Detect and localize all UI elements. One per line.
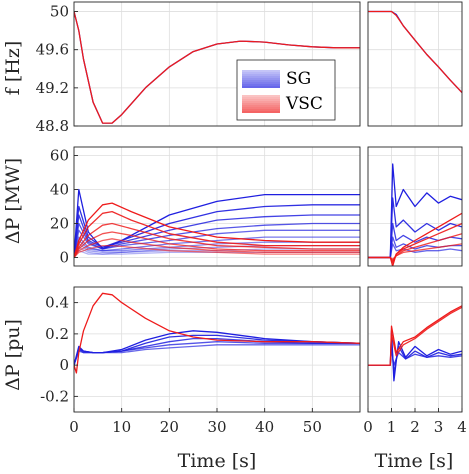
x-axis-label-zoom: Time [s] [375, 450, 454, 472]
y-tick-label: 48.8 [36, 117, 69, 135]
y-axis-label-power-mw: ΔP [MW] [2, 158, 24, 244]
axes-frame-top-left [73, 1, 361, 127]
sg-series-line [74, 214, 360, 258]
axes-frame-middle-right [367, 146, 463, 267]
vsc-series-line [368, 212, 462, 266]
sg-series-line [74, 344, 360, 366]
series-group-middle-right [368, 163, 462, 266]
vsc-series-line [74, 231, 360, 258]
sg-series-line [74, 246, 360, 258]
legend-label-vsc: VSC [285, 94, 323, 114]
series-group-top-right [368, 10, 462, 94]
y-tick-label: 60 [50, 147, 69, 165]
x-tick-label: 30 [207, 418, 226, 436]
vsc-series-line [74, 292, 360, 374]
vsc-series-line [74, 238, 360, 258]
y-tick-label: 0 [59, 249, 69, 267]
y-axis-label-power-pu: ΔP [pu] [2, 319, 24, 391]
axes-frames [73, 1, 463, 413]
x-tick-label: 2 [410, 418, 420, 436]
axes-frame-middle-left [73, 146, 361, 267]
x-tick-label: 40 [255, 418, 274, 436]
y-tick-label: 20 [50, 215, 69, 233]
sg-series-line [74, 222, 360, 258]
y-axis-label-frequency: f [Hz] [2, 41, 24, 95]
vsc-series-line [74, 202, 360, 258]
legend-swatch-sg [242, 70, 280, 88]
vsc-series-line [74, 244, 360, 258]
vsc-series-line [368, 306, 462, 366]
axes-frame-top-right [367, 1, 463, 127]
sg-series-line [368, 197, 462, 259]
y-tick-label: 0.4 [45, 294, 69, 312]
legend-swatch-vsc [242, 95, 280, 113]
legend: SG VSC [236, 59, 336, 121]
y-tick-label: -0.2 [40, 387, 69, 405]
y-tick-label: 0 [59, 356, 69, 374]
series-group-middle-left [74, 188, 360, 258]
x-tick-label: 50 [303, 418, 322, 436]
vsc-series-line [74, 222, 360, 258]
vsc-series-line [368, 10, 462, 94]
series-group-bottom-left [74, 292, 360, 374]
y-tick-label: 50 [50, 3, 69, 21]
series-group-bottom-right [368, 305, 462, 382]
y-tick-label: 49.2 [36, 79, 69, 97]
x-tick-label: 0 [363, 418, 373, 436]
x-axis-label-main: Time [s] [178, 450, 257, 472]
series-group-top-left [74, 11, 360, 124]
x-tick-label: 3 [434, 418, 444, 436]
x-tick-label: 20 [160, 418, 179, 436]
vsc-series-line [368, 233, 462, 262]
x-tick-label: 1 [387, 418, 397, 436]
vsc-series-line [74, 210, 360, 258]
vsc-series-line [368, 243, 462, 260]
legend-label-sg: SG [286, 69, 311, 89]
sg-series-line [368, 243, 462, 259]
plot-series [74, 10, 462, 382]
sg-series-line [74, 229, 360, 258]
sg-series-line [74, 188, 360, 258]
x-tick-label: 4 [457, 418, 467, 436]
x-tick-label: 0 [69, 418, 79, 436]
y-tick-label: 49.6 [36, 41, 69, 59]
vsc-series-line [74, 11, 360, 124]
y-tick-label: 40 [50, 181, 69, 199]
y-tick-label: 0.2 [45, 325, 69, 343]
sg-series-line [368, 163, 462, 259]
x-tick-label: 10 [112, 418, 131, 436]
